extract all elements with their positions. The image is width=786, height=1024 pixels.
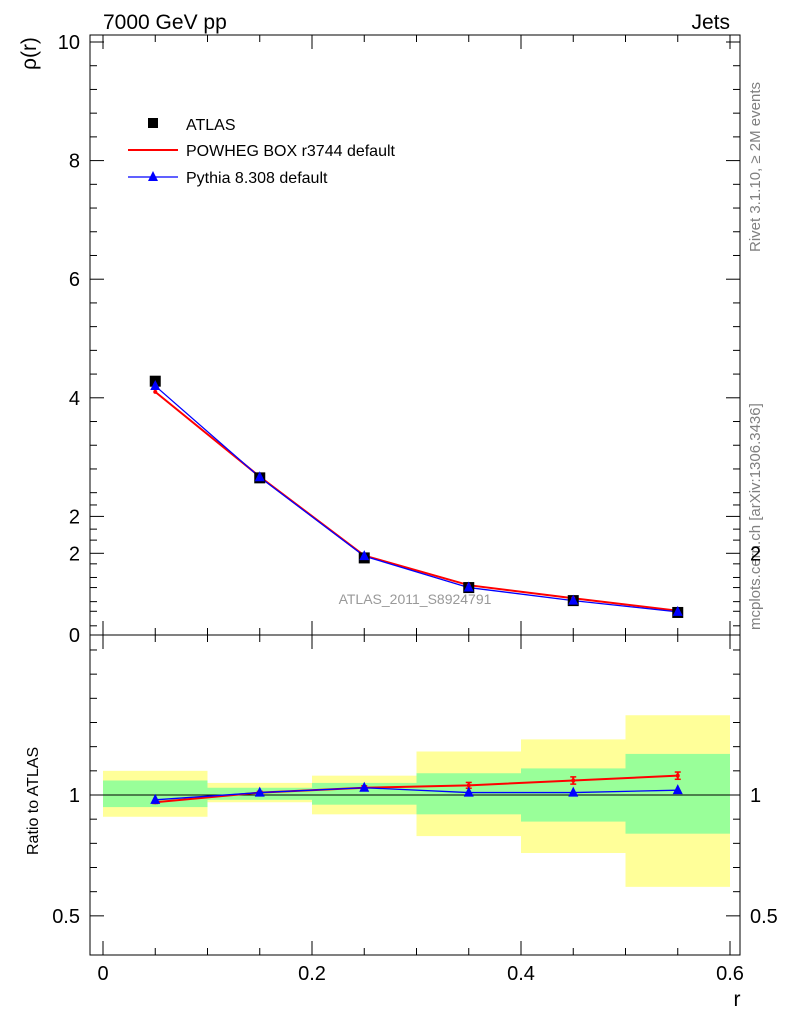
pythia-ratio-line bbox=[155, 787, 678, 801]
ratio-y-tick-label-right: 0.5 bbox=[750, 906, 778, 928]
legend-marker-pythia bbox=[148, 171, 158, 181]
x-tick-label: 0.2 bbox=[298, 963, 326, 985]
ratio-y-tick-label-right: 2 bbox=[750, 543, 761, 565]
pythia-ratio-point bbox=[463, 786, 474, 797]
powheg-ratio-point bbox=[675, 773, 680, 778]
main-y-tick-label: 10 bbox=[58, 32, 80, 54]
pythia-point bbox=[568, 594, 579, 605]
main-y-tick-label: 2 bbox=[69, 506, 80, 528]
main-y-tick-label: 4 bbox=[69, 388, 80, 410]
powheg-ratio-point bbox=[466, 783, 471, 788]
legend-label-atlas: ATLAS bbox=[186, 117, 236, 134]
main-y-axis-label: ρ(r) bbox=[18, 37, 41, 70]
ratio-y-axis-label: Ratio to ATLAS bbox=[25, 747, 42, 855]
ratio-y-tick-label: 0.5 bbox=[52, 906, 80, 928]
main-y-tick-label: 8 bbox=[69, 151, 80, 173]
powheg-ratio-point bbox=[571, 778, 576, 783]
main-series bbox=[149, 375, 684, 618]
ratio-y-tick-label: 1 bbox=[69, 785, 80, 807]
pythia-point bbox=[463, 581, 474, 592]
main-y-tick-label: 0 bbox=[69, 625, 80, 647]
main-panel: 0 2 4 6 8 10 ATLAS_2011_S8924791 ρ(r) ATLAS P… bbox=[18, 32, 741, 647]
ratio-panel: 0.5 0.5 1 1 2 2 0 0.2 0.4 0.6 Ratio to ATLAS r bbox=[25, 504, 778, 1011]
legend-label-powheg: POWHEG BOX r3744 default bbox=[186, 143, 396, 160]
legend-label-pythia: Pythia 8.308 default bbox=[186, 170, 328, 187]
ratio-series bbox=[150, 771, 683, 805]
ratio-y-tick-label-right: 1 bbox=[750, 785, 761, 807]
powheg-point bbox=[153, 389, 158, 394]
source-label: mcplots.cern.ch [arXiv:1306.3436] bbox=[747, 403, 764, 630]
pythia-ratio-point bbox=[568, 786, 579, 797]
energy-label: 7000 GeV pp bbox=[103, 11, 227, 34]
pythia-line bbox=[154, 385, 678, 613]
pythia-point bbox=[359, 550, 370, 561]
pythia-point bbox=[254, 471, 265, 482]
ratio-y-tick-label: 2 bbox=[69, 543, 80, 565]
x-axis-label: r bbox=[734, 988, 741, 1011]
process-label: Jets bbox=[691, 11, 730, 34]
pythia-ratio-point bbox=[254, 786, 265, 797]
rivet-label: Rivet 3.1.10, ≥ 2M events bbox=[747, 82, 764, 252]
legend: ATLAS POWHEG BOX r3744 default Pythia 8.… bbox=[128, 117, 396, 187]
analysis-label: ATLAS_2011_S8924791 bbox=[339, 591, 492, 607]
powheg-line bbox=[154, 391, 678, 612]
x-tick-label: 0.6 bbox=[716, 963, 744, 985]
x-tick-label: 0.4 bbox=[507, 963, 535, 985]
pythia-point bbox=[672, 605, 683, 616]
pythia-ratio-point bbox=[359, 781, 370, 792]
pythia-ratio-point bbox=[672, 784, 683, 795]
ratio-axes: 0.5 0.5 1 1 2 2 0 0.2 0.4 0.6 bbox=[52, 504, 778, 985]
main-y-tick-label: 6 bbox=[69, 269, 80, 291]
x-tick-label: 0 bbox=[97, 963, 108, 985]
pythia-point bbox=[150, 379, 161, 390]
ratio-bands bbox=[103, 715, 730, 887]
pythia-ratio-point bbox=[150, 793, 161, 804]
main-axes: 0 2 4 6 8 10 bbox=[58, 32, 741, 647]
legend-marker-atlas bbox=[148, 118, 158, 128]
